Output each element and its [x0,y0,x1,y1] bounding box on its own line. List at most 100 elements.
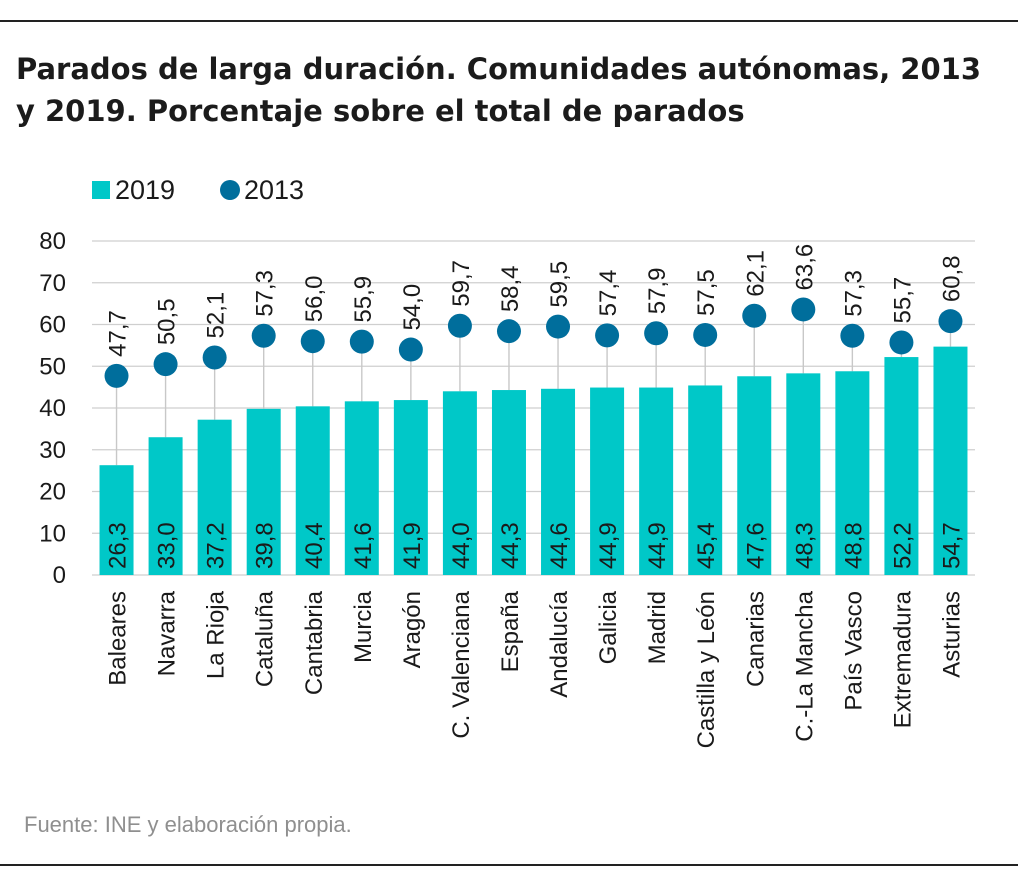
dot-value-label: 57,3 [252,270,279,317]
category-label: Asturias [938,591,965,678]
y-tick-label: 0 [53,562,66,589]
dot-2013 [202,345,227,370]
category-label: C.-La Mancha [791,590,818,741]
dot-value-label: 56,0 [301,275,328,322]
category-label: Castilla y León [693,591,720,748]
category-label: España [497,590,524,672]
category-label: Madrid [644,591,671,664]
bar-value-label: 44,6 [546,522,573,569]
dot-2013 [447,313,472,338]
y-tick-label: 30 [39,437,66,464]
legend-label-2013: 2013 [244,175,304,205]
bar-value-label: 41,9 [399,522,426,569]
bar-2019 [148,437,183,575]
dot-value-label: 50,5 [154,298,181,345]
y-tick-label: 40 [39,395,66,422]
dot-2013 [496,319,521,344]
category-label: Murcia [350,590,377,663]
dot-2013 [546,314,571,339]
dot-value-label: 47,7 [105,310,132,357]
dot-2013 [595,323,620,348]
bar-2019 [688,385,723,575]
legend-swatch-2019 [92,181,110,199]
bar-value-label: 48,3 [791,522,818,569]
dot-value-label: 62,1 [742,250,769,297]
bar-value-label: 33,0 [154,522,181,569]
y-tick-label: 20 [39,479,66,506]
dot-2013 [742,303,767,328]
dot-value-label: 52,1 [203,292,230,339]
bar-2019 [344,401,379,575]
bar-2019 [246,408,281,575]
bottom-rule [0,864,1018,866]
bar-value-label: 26,3 [105,522,132,569]
dot-value-label: 58,4 [497,265,524,312]
bar-value-label: 44,3 [497,522,524,569]
dot-value-label: 59,7 [448,260,475,307]
y-tick-label: 70 [39,270,66,297]
bar-2019 [884,357,919,575]
dot-2013 [791,297,816,322]
category-label: Navarra [154,590,181,676]
bar-value-label: 52,2 [889,522,916,569]
legend-swatch-2013 [220,180,240,200]
y-tick-label: 60 [39,312,66,339]
category-label: País Vasco [840,591,867,711]
chart: 0 10 20 30 40 50 60 70 80 2019 2013 26,3 47,7 Baleare… [39,175,975,748]
bar-2019 [197,419,232,575]
dot-value-label: 63,6 [791,244,818,291]
dot-value-label: 59,5 [546,261,573,308]
top-rule [0,20,1018,22]
dot-2013 [153,352,178,377]
dot-value-label: 57,4 [595,270,622,317]
category-label: Aragón [399,591,426,668]
y-tick-label: 80 [39,228,66,255]
bar-value-label: 47,6 [742,522,769,569]
bar-value-label: 41,6 [350,522,377,569]
dot-2013 [398,337,423,362]
dot-value-label: 55,7 [889,277,916,324]
bar-2019 [99,465,134,575]
y-tick-label: 10 [39,520,66,547]
dot-2013 [300,329,325,354]
y-tick-label: 50 [39,353,66,380]
dot-2013 [104,363,129,388]
bar-2019 [835,371,870,575]
bar-value-label: 54,7 [938,522,965,569]
dot-value-label: 57,9 [644,268,671,315]
dot-value-label: 57,3 [840,270,867,317]
bar-value-label: 44,9 [644,522,671,569]
dot-2013 [644,321,669,346]
category-label: Cataluña [252,590,279,687]
bar-2019 [590,387,625,575]
dot-value-label: 55,9 [350,276,377,323]
bar-value-label: 44,9 [595,522,622,569]
category-label: Extremadura [889,590,916,728]
dot-value-label: 57,5 [693,269,720,316]
dot-value-label: 54,0 [399,284,426,331]
dot-2013 [840,323,865,348]
bar-value-label: 40,4 [301,522,328,569]
bar-2019 [541,388,576,575]
category-label: Galicia [595,590,622,664]
chart-title: Parados de larga duración. Comunidades a… [16,52,982,128]
dot-2013 [349,329,374,354]
bar-2019 [393,400,428,575]
dot-2013 [251,323,276,348]
bar-value-label: 45,4 [693,522,720,569]
category-label: Andalucía [546,590,573,697]
source-note: Fuente: INE y elaboración propia. [24,812,352,837]
category-label: C. Valenciana [448,590,475,738]
bar-value-label: 39,8 [252,522,279,569]
category-label: La Rioja [203,590,230,679]
category-label: Canarias [742,591,769,687]
bar-value-label: 37,2 [203,522,230,569]
bar-2019 [491,390,526,575]
bar-2019 [933,346,968,575]
category-label: Baleares [105,591,132,686]
category-label: Cantabria [301,590,328,695]
bar-2019 [295,406,330,575]
dot-2013 [889,330,914,355]
dot-2013 [938,309,963,334]
bar-2019 [639,387,674,575]
